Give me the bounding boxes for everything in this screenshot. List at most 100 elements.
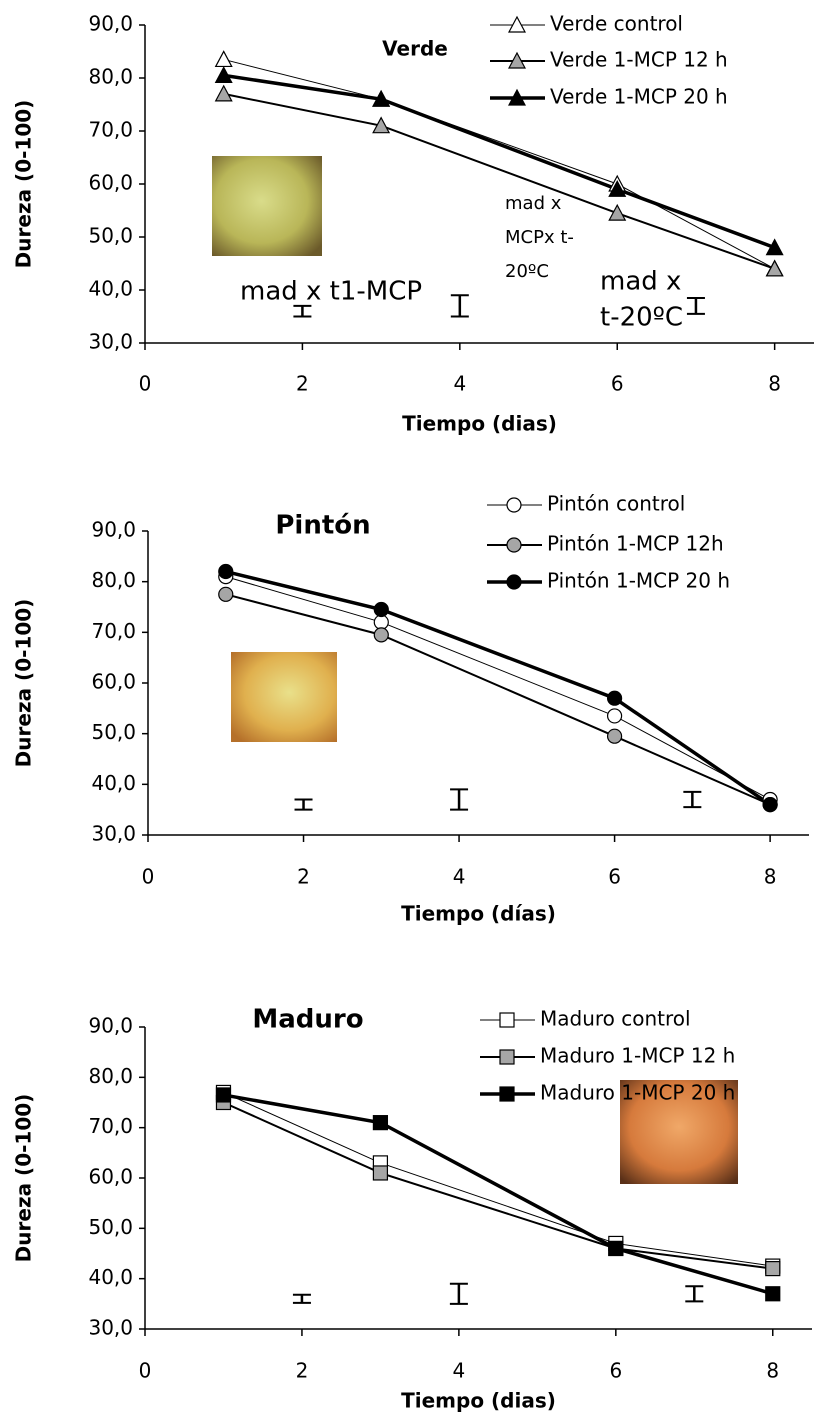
marker bbox=[765, 238, 784, 256]
x-tick-label: 0 bbox=[142, 865, 155, 889]
annotation: mad x bbox=[600, 267, 681, 297]
marker bbox=[762, 796, 778, 813]
legend-marker bbox=[499, 1012, 515, 1028]
y-tick-label: 40,0 bbox=[88, 1265, 133, 1289]
y-tick-label: 80,0 bbox=[88, 65, 133, 89]
error-bar bbox=[450, 788, 469, 811]
marker bbox=[372, 89, 391, 107]
error-bar bbox=[294, 798, 313, 811]
y-tick-label: 70,0 bbox=[91, 619, 136, 643]
y-tick-label: 80,0 bbox=[91, 568, 136, 592]
legend-marker bbox=[506, 537, 522, 553]
marker bbox=[765, 1286, 781, 1302]
marker bbox=[606, 690, 623, 706]
y-tick-label: 50,0 bbox=[91, 720, 136, 744]
y-tick-label: 90,0 bbox=[88, 12, 133, 36]
series-line bbox=[223, 58, 775, 270]
series-line bbox=[223, 92, 775, 270]
x-tick-label: 6 bbox=[608, 865, 621, 889]
error-bar bbox=[449, 1282, 468, 1305]
series-line bbox=[225, 569, 772, 807]
legend-marker bbox=[508, 51, 526, 69]
annotation: MCPx t- bbox=[505, 227, 574, 248]
marker bbox=[214, 50, 233, 68]
y-tick-label: 30,0 bbox=[91, 822, 136, 846]
marker bbox=[765, 1260, 781, 1277]
y-tick-label: 50,0 bbox=[88, 224, 133, 248]
y-tick-label: 40,0 bbox=[88, 277, 133, 301]
y-tick-label: 30,0 bbox=[88, 1316, 133, 1340]
series-line bbox=[223, 1093, 774, 1296]
marker bbox=[608, 1240, 624, 1257]
y-tick-label: 90,0 bbox=[91, 518, 136, 542]
marker bbox=[373, 601, 389, 618]
marker bbox=[608, 180, 627, 197]
annotation: mad x bbox=[505, 193, 562, 214]
error-bar bbox=[292, 1293, 311, 1304]
chart-title: Verde bbox=[382, 37, 448, 61]
x-tick-label: 8 bbox=[766, 1359, 779, 1383]
marker bbox=[218, 563, 234, 580]
legend-marker bbox=[499, 1049, 515, 1065]
legend-marker bbox=[508, 88, 526, 106]
marker bbox=[214, 84, 233, 102]
x-tick-label: 6 bbox=[609, 1359, 622, 1383]
legend-label: Pintón 1-MCP 12h bbox=[547, 532, 724, 556]
x-tick-label: 0 bbox=[139, 1359, 152, 1383]
x-axis-title: Tiempo (dias) bbox=[401, 1389, 556, 1413]
legend-label: Verde 1-MCP 12 h bbox=[550, 48, 728, 72]
legend-marker bbox=[506, 574, 522, 590]
legend-marker bbox=[506, 497, 522, 513]
series-line bbox=[223, 73, 776, 250]
x-axis-title: Tiempo (días) bbox=[401, 902, 556, 926]
series-line bbox=[223, 1091, 773, 1267]
x-tick-label: 8 bbox=[768, 372, 781, 396]
y-tick-label: 80,0 bbox=[88, 1064, 133, 1088]
chart-title: Pintón bbox=[275, 511, 370, 541]
annotation: mad x t1-MCP bbox=[240, 277, 422, 307]
y-tick-label: 70,0 bbox=[88, 1114, 133, 1138]
error-bar bbox=[685, 1285, 704, 1303]
error-bar bbox=[683, 790, 702, 809]
y-tick-label: 60,0 bbox=[88, 1165, 133, 1189]
x-axis-title: Tiempo (dias) bbox=[402, 412, 557, 436]
marker bbox=[606, 708, 623, 724]
marker bbox=[372, 116, 391, 134]
fruit-photo bbox=[231, 652, 337, 742]
marker bbox=[372, 1165, 389, 1181]
error-bar bbox=[686, 296, 705, 315]
y-tick-label: 40,0 bbox=[91, 771, 136, 795]
legend-label: Maduro control bbox=[540, 1007, 691, 1031]
legend-marker bbox=[508, 15, 526, 33]
y-tick-label: 60,0 bbox=[91, 670, 136, 694]
fruit-photo bbox=[620, 1080, 738, 1184]
legend-label: Pintón 1-MCP 20 h bbox=[547, 569, 730, 593]
legend-label: Verde control bbox=[550, 12, 683, 36]
annotation: t-20ºC bbox=[600, 303, 683, 333]
x-tick-label: 2 bbox=[297, 865, 310, 889]
legend-label: Maduro 1-MCP 20 h bbox=[540, 1081, 735, 1105]
x-tick-label: 0 bbox=[139, 372, 152, 396]
marker bbox=[215, 1087, 232, 1103]
marker bbox=[218, 586, 234, 602]
x-tick-label: 2 bbox=[296, 372, 309, 396]
legend-marker bbox=[499, 1086, 515, 1102]
marker bbox=[373, 627, 389, 643]
marker bbox=[372, 1115, 389, 1131]
series-line bbox=[225, 576, 771, 800]
x-tick-label: 6 bbox=[611, 372, 624, 396]
x-tick-label: 4 bbox=[453, 372, 466, 396]
marker bbox=[608, 203, 627, 221]
y-axis-title: Dureza (0-100) bbox=[12, 599, 36, 768]
y-tick-label: 30,0 bbox=[88, 330, 133, 354]
legend-label: Pintón control bbox=[547, 492, 685, 516]
error-bar bbox=[293, 304, 312, 318]
legend-label: Verde 1-MCP 20 h bbox=[550, 85, 728, 109]
y-tick-label: 70,0 bbox=[88, 118, 133, 142]
marker bbox=[214, 66, 233, 83]
y-tick-label: 50,0 bbox=[88, 1215, 133, 1239]
marker bbox=[606, 728, 623, 744]
y-tick-label: 60,0 bbox=[88, 171, 133, 195]
y-axis-title: Dureza (0-100) bbox=[12, 100, 36, 269]
